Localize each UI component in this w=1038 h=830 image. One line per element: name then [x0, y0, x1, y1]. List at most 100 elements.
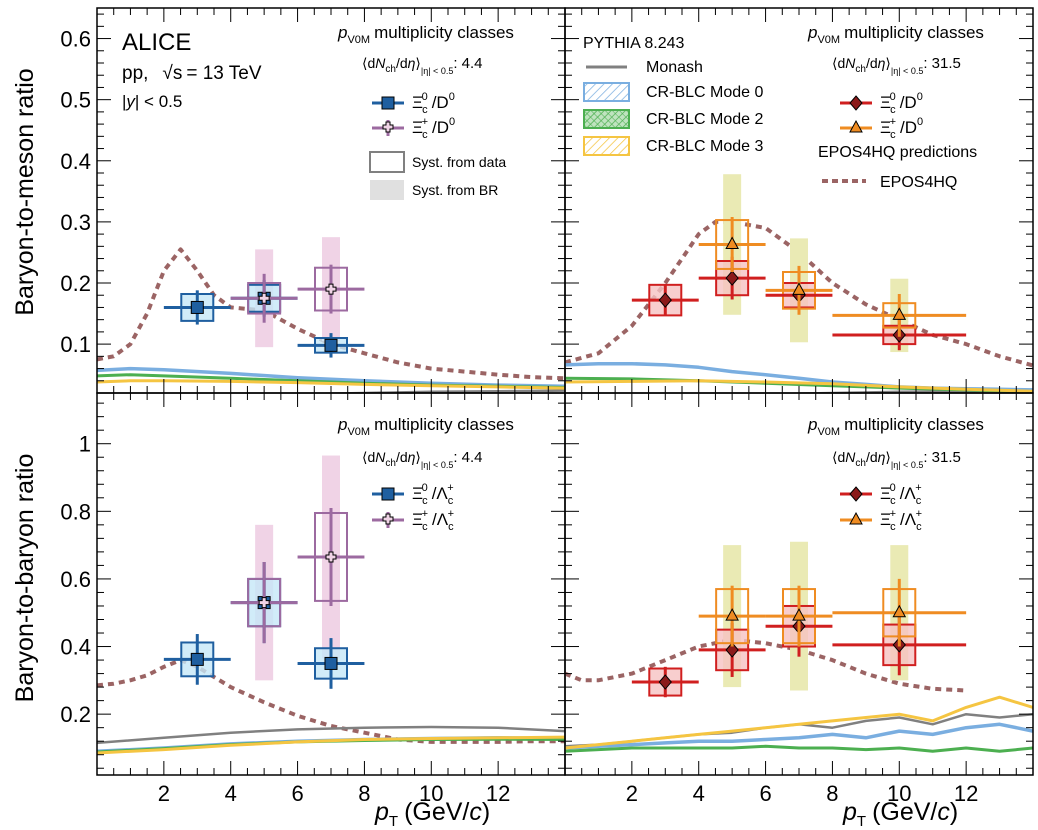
curve-cr-blc-mode-3 [565, 695, 1033, 750]
svg-text:Ξc0/Λc+: Ξc0/Λc+ [412, 482, 454, 507]
legend-bottom-left: Ξc0/Λc+ Ξc+/Λc+ [372, 482, 454, 533]
svg-text:Ξc0/D0: Ξc0/D0 [880, 91, 923, 116]
panel-bottom-right: 2 4 6 8 10 12 [564, 392, 1034, 806]
mult-header-bottom-right: pV0M multiplicity classes ⟨dNch/dη⟩|η| < … [807, 415, 984, 470]
svg-text:|y| < 0.5: |y| < 0.5 [122, 92, 182, 111]
svg-text:⟨dNch/dη⟩|η| < 0.5: 4.4: ⟨dNch/dη⟩|η| < 0.5: 4.4 [362, 55, 483, 76]
y-tick-label: 0.6 [60, 567, 91, 592]
svg-text:Ξc+/Λc+: Ξc+/Λc+ [880, 508, 922, 533]
mult-header-top-right: pV0M multiplicity classes ⟨dNch/dη⟩|η| < … [807, 23, 984, 76]
curve-cr-blc-mode-3 [565, 379, 1033, 393]
plot-area [97, 455, 565, 755]
x-tick-label: 2 [626, 781, 638, 806]
legend-pythia: PYTHIA 8.243 Monash CR-BLC Mode 0 CR-BLC… [583, 35, 763, 156]
curve-epos4hq [97, 658, 565, 744]
svg-text:EPOS4HQ predictions: EPOS4HQ predictions [818, 144, 977, 161]
svg-text:pp,√s= 13 TeV: pp, √s = 13 TeV [122, 63, 262, 84]
x-tick-label: 8 [358, 781, 370, 806]
svg-text:PYTHIA 8.243: PYTHIA 8.243 [583, 35, 684, 52]
system-label: pp, √s = 13 TeV [122, 63, 262, 84]
svg-text:CR-BLC Mode 2: CR-BLC Mode 2 [646, 111, 763, 128]
x-tick-label: 6 [759, 781, 771, 806]
panel-top-left: 0.1 0.2 0.3 0.4 0.5 0.6 [60, 7, 566, 394]
x-tick-label: 10 [887, 781, 911, 806]
data-point [792, 608, 806, 621]
svg-text:Monash: Monash [646, 59, 703, 76]
svg-text:Ξc0/D0: Ξc0/D0 [412, 91, 455, 116]
x-axis-label-right: pT (GeV/c) [842, 798, 958, 830]
svg-text:EPOS4HQ: EPOS4HQ [880, 174, 957, 191]
y-axis-label-bottom: Baryon-to-baryon ratio [11, 454, 39, 703]
y-tick-label: 1 [79, 432, 91, 457]
y-tick-label: 0.3 [60, 210, 91, 235]
panel-bottom-left: 2 4 6 8 10 12 0.2 0.4 0.6 0.8 1 [60, 392, 566, 806]
svg-text:⟨dNch/dη⟩|η| < 0.5: 4.4: ⟨dNch/dη⟩|η| < 0.5: 4.4 [362, 449, 483, 470]
mult-header-top-left: pV0M multiplicity classes ⟨dNch/dη⟩|η| < … [337, 23, 514, 76]
x-tick-label: 12 [954, 781, 978, 806]
plot-area [97, 237, 565, 393]
y-tick-label: 0.2 [60, 702, 91, 727]
curve-monash [294, 389, 565, 393]
y-tick-label: 0.5 [60, 88, 91, 113]
svg-text:Ξc+/Λc+: Ξc+/Λc+ [412, 508, 454, 533]
legend-top-right: Ξc0/D0 Ξc+/D0 EPOS4HQ predictions EPOS4H… [818, 91, 977, 191]
x-tick-label: 4 [693, 781, 705, 806]
svg-text:CR-BLC Mode 0: CR-BLC Mode 0 [646, 84, 763, 101]
svg-text:Syst. from data: Syst. from data [412, 154, 506, 170]
y-tick-label: 0.6 [60, 27, 91, 52]
data-point [792, 282, 806, 295]
curve-cr-blc-mode-0 [565, 722, 1033, 750]
data-point [190, 652, 204, 666]
data-point [258, 292, 270, 304]
svg-text:Ξc+/D0: Ξc+/D0 [412, 116, 455, 141]
plot-area [565, 174, 1033, 393]
svg-text:⟨dNch/dη⟩|η| < 0.5: 31.5: ⟨dNch/dη⟩|η| < 0.5: 31.5 [832, 55, 961, 76]
svg-text:Ξc+/D0: Ξc+/D0 [880, 116, 923, 141]
x-tick-label: 12 [486, 781, 510, 806]
data-point [725, 270, 739, 286]
curve-cr-blc-mode-3 [97, 735, 565, 755]
y-tick-label: 0.1 [60, 332, 91, 357]
data-point [658, 674, 672, 690]
y-tick-label: 0.2 [60, 271, 91, 296]
data-point [725, 236, 739, 249]
y-axis-label-top: Baryon-to-meson ratio [11, 68, 39, 315]
curve-cr-blc-mode-0 [565, 361, 1033, 392]
data-point [324, 656, 338, 670]
x-tick-label: 4 [225, 781, 237, 806]
y-tick-label: 0.4 [60, 149, 91, 174]
svg-text:Syst. from BR: Syst. from BR [412, 182, 498, 198]
data-point [325, 551, 337, 563]
mult-header-bottom-left: pV0M multiplicity classes ⟨dNch/dη⟩|η| < … [337, 415, 514, 470]
curve-monash [762, 389, 1033, 393]
data-point [325, 283, 337, 295]
data-point [892, 307, 907, 320]
legend-bottom-right: Ξc0/Λc+ Ξc+/Λc+ [840, 482, 922, 533]
legend-top-left: Ξc0/D0 Ξc+/D0 Syst. from data Syst. from… [369, 91, 506, 200]
svg-text:pT(GeV/c): pT (GeV/c) [842, 798, 958, 830]
data-point [725, 608, 739, 621]
x-tick-label: 10 [419, 781, 443, 806]
rapidity-label: |y| < 0.5 [122, 92, 182, 111]
data-point [725, 642, 739, 658]
x-tick-label: 8 [826, 781, 838, 806]
x-tick-label: 2 [158, 781, 170, 806]
y-tick-label: 0.8 [60, 499, 91, 524]
svg-text:CR-BLC Mode 3: CR-BLC Mode 3 [646, 138, 763, 155]
panel-top-right [564, 7, 1034, 394]
data-point [892, 604, 907, 618]
data-point [658, 292, 672, 308]
plot-area [565, 541, 1033, 753]
curve-cr-blc-mode-2 [565, 744, 1033, 753]
x-tick-label: 6 [291, 781, 303, 806]
svg-text:⟨dNch/dη⟩|η| < 0.5: 31.5: ⟨dNch/dη⟩|η| < 0.5: 31.5 [832, 449, 961, 470]
curve-monash [97, 725, 565, 745]
svg-text:pT(GeV/c): pT (GeV/c) [374, 798, 490, 830]
data-point [324, 338, 338, 352]
data-point [190, 300, 204, 314]
